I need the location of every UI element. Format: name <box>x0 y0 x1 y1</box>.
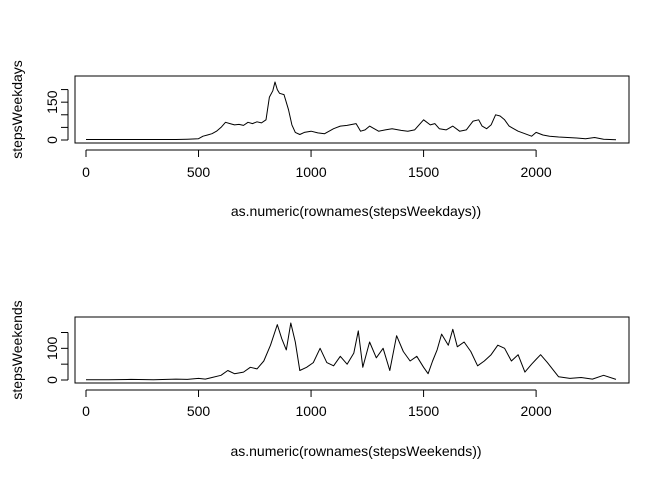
weekends-series-line <box>86 322 617 381</box>
weekends-panel: 0 500 1000 1500 2000 0 100 as.numeric(rownames(… <box>9 300 630 459</box>
weekdays-x-tick-label: 1500 <box>408 164 439 180</box>
weekdays-plot-frame <box>74 75 630 144</box>
weekends-x-tick-label: 1500 <box>408 403 439 419</box>
weekdays-x-tick-label: 2000 <box>521 164 552 180</box>
weekdays-x-axis-title: as.numeric(rownames(stepsWeekdays)) <box>231 203 481 219</box>
weekends-x-tick-label: 500 <box>187 403 211 419</box>
weekends-plot-frame <box>74 316 630 384</box>
weekends-y-axis-title: stepsWeekends <box>9 300 25 399</box>
weekends-x-axis-title: as.numeric(rownames(stepsWeekends)) <box>230 443 481 459</box>
weekdays-x-tick-label: 1000 <box>295 164 326 180</box>
weekends-x-tick-label: 0 <box>82 403 90 419</box>
weekdays-y-tick-label: 150 <box>44 90 60 114</box>
weekends-x-tick-label: 1000 <box>295 403 326 419</box>
weekends-y-tick-label: 100 <box>44 336 60 360</box>
weekdays-series-line <box>86 81 617 141</box>
weekdays-x-tick-label: 500 <box>187 164 211 180</box>
weekends-y-tick-label: 0 <box>44 376 60 384</box>
weekdays-y-tick-label: 0 <box>44 136 60 144</box>
weekdays-panel: 0 500 1000 1500 2000 0 150 as.numeric(rownames(… <box>9 60 630 219</box>
weekdays-x-tick-label: 0 <box>82 164 90 180</box>
weekdays-y-axis-title: stepsWeekdays <box>9 60 25 159</box>
weekends-x-tick-label: 2000 <box>521 403 552 419</box>
